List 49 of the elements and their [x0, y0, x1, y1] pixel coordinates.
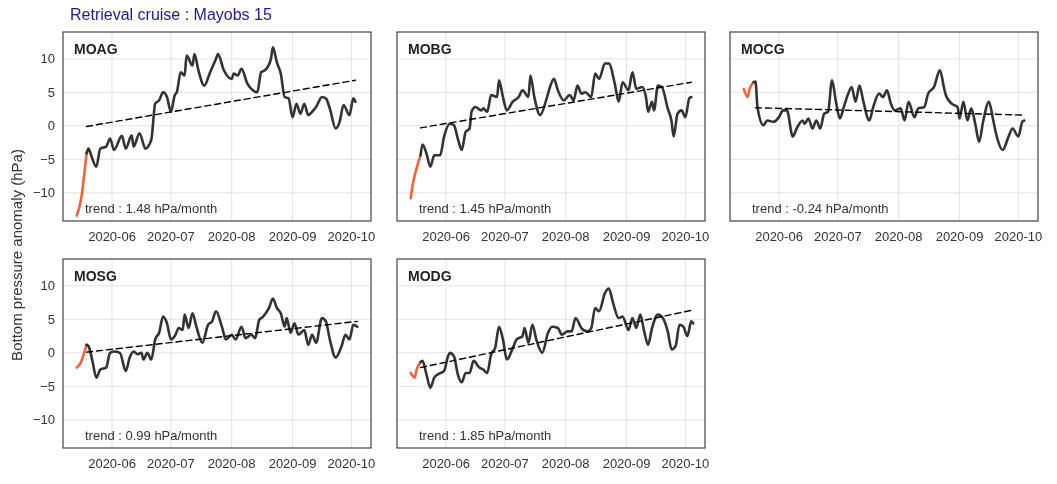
x-tick-label: 2020-10 [327, 229, 376, 244]
line-series [85, 297, 359, 379]
x-tick-label: 2020-08 [207, 229, 256, 244]
y-tick-label: −5 [40, 378, 55, 394]
y-tick-label: −5 [40, 151, 55, 167]
y-tick-label: −10 [32, 412, 55, 428]
x-tick-label: 2020-09 [602, 456, 651, 471]
annotation: trend : -0.24 hPa/month [752, 201, 889, 216]
text: MOBG [408, 41, 452, 57]
line-series [75, 343, 88, 369]
x-tick-label: 2020-10 [661, 456, 710, 471]
text: MOAG [74, 41, 118, 57]
chart-subtitle: Retrieval cruise : Mayobs 15 [70, 6, 272, 23]
y-tick-label: 5 [47, 84, 55, 100]
x-tick-label: 2020-10 [327, 456, 376, 471]
x-tick-label: 2020-09 [935, 229, 984, 244]
x-tick-label: 2020-08 [541, 229, 590, 244]
text: MOCG [741, 41, 785, 57]
x-tick-label: 2020-06 [88, 229, 136, 244]
x-tick-label: 2020-06 [755, 229, 803, 244]
y-tick-label: −10 [32, 185, 55, 201]
x-tick-label: 2020-08 [874, 229, 923, 244]
y-tick-label: 5 [47, 311, 55, 327]
annotation: trend : 0.99 hPa/month [85, 428, 218, 443]
annotation: trend : 1.85 hPa/month [419, 428, 552, 443]
x-tick-label: 2020-10 [994, 229, 1043, 244]
annotation: trend : 1.45 hPa/month [419, 201, 552, 216]
text: MODG [408, 268, 452, 284]
x-tick-label: 2020-07 [814, 229, 862, 244]
x-tick-label: 2020-06 [422, 229, 470, 244]
y-axis-title: Bottom pressure anomaly (hPa) [8, 149, 25, 361]
text: MOSG [74, 268, 117, 284]
x-tick-label: 2020-08 [541, 456, 590, 471]
x-tick-label: 2020-07 [481, 229, 529, 244]
x-tick-label: 2020-06 [422, 456, 470, 471]
x-tick-label: 2020-07 [147, 456, 195, 471]
x-tick-label: 2020-09 [268, 456, 317, 471]
x-tick-label: 2020-09 [602, 229, 651, 244]
annotation: trend : 1.48 hPa/month [85, 201, 218, 216]
x-tick-label: 2020-10 [661, 229, 710, 244]
x-tick-label: 2020-09 [268, 229, 317, 244]
x-tick-label: 2020-07 [481, 456, 529, 471]
x-tick-label: 2020-08 [207, 456, 256, 471]
y-tick-label: 10 [40, 278, 55, 294]
y-tick-label: 0 [47, 345, 55, 361]
y-tick-label: 0 [47, 118, 55, 134]
x-tick-label: 2020-07 [147, 229, 195, 244]
y-tick-label: 10 [40, 51, 55, 67]
x-tick-label: 2020-06 [88, 456, 136, 471]
